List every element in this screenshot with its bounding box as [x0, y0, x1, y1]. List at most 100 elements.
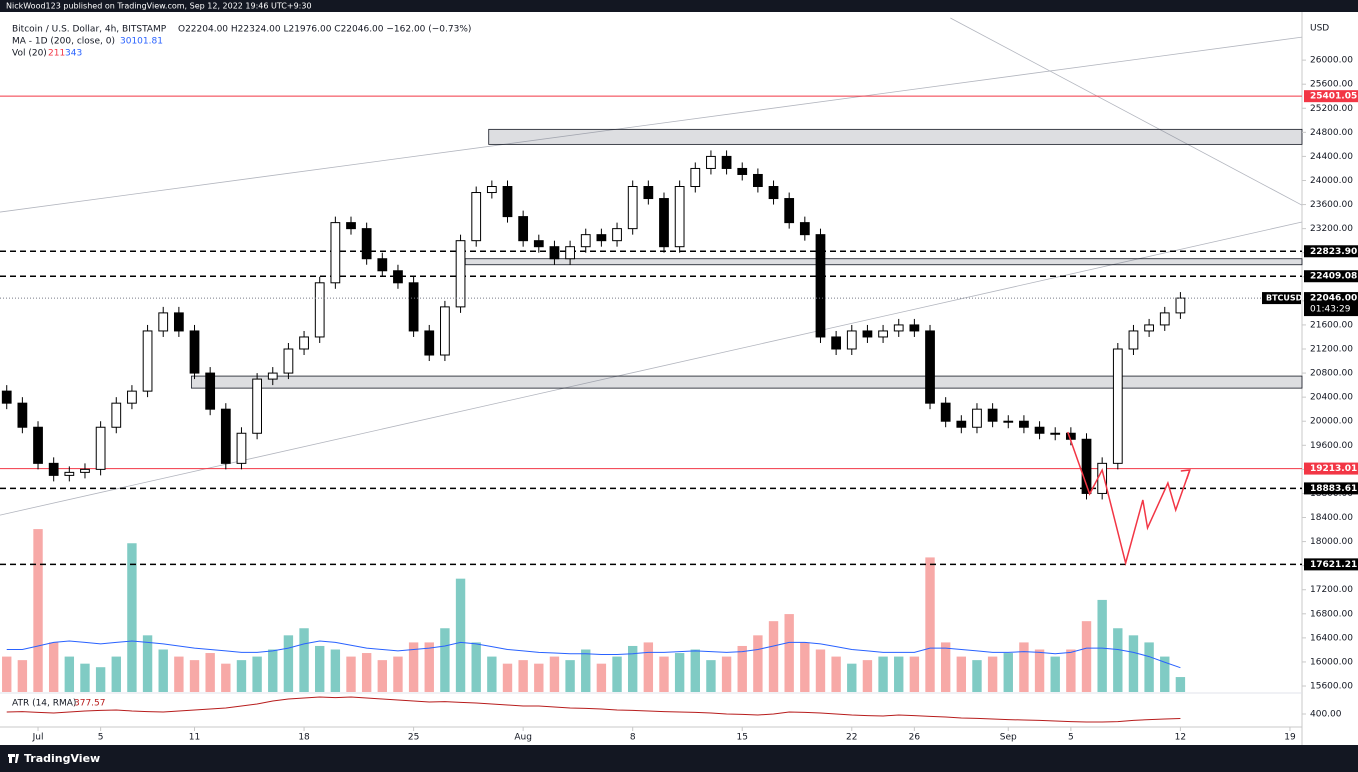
candle-body [127, 390, 137, 404]
candle-body [627, 186, 638, 230]
candle-body [48, 462, 59, 476]
candle-body [189, 330, 200, 374]
volume-bar [925, 557, 935, 692]
volume-bar [1160, 656, 1170, 692]
volume-bar [252, 656, 262, 692]
volume-bar [64, 656, 75, 692]
candle-body [361, 228, 372, 260]
x-tick-label: 18 [298, 733, 310, 743]
candle-body [1034, 426, 1045, 434]
candle-body [1144, 324, 1154, 332]
candle-body [158, 312, 169, 332]
candle-body [940, 402, 951, 422]
last-price-tag [1304, 292, 1358, 317]
volume-bar [189, 660, 200, 692]
candle-body [1081, 438, 1092, 494]
publisher: NickWood123 published on TradingView.com… [6, 2, 312, 11]
volume-bar [690, 649, 700, 692]
candle-body [596, 234, 607, 242]
candle-body [142, 330, 153, 392]
top-bar [0, 0, 1358, 12]
candle-body [549, 246, 560, 260]
ohlc: O22204.00 H22324.00 L21976.00 C22046.00 … [178, 25, 471, 35]
candle-body [95, 426, 106, 470]
volume-bar [800, 642, 810, 692]
volume-bar [2, 656, 12, 692]
candle-body [956, 420, 967, 428]
volume-bar [987, 656, 998, 692]
x-tick-label: 26 [909, 733, 921, 743]
volume-bar [127, 543, 137, 692]
level-label: 25401.05 [1310, 92, 1357, 102]
volume-bar [518, 660, 528, 692]
volume-bar [1113, 628, 1123, 692]
trendline [0, 221, 1303, 516]
y-tick-label: 18400.00 [1310, 513, 1353, 523]
volume-bar [565, 660, 575, 692]
candle-body [330, 222, 341, 284]
candle-body [502, 186, 513, 218]
volume-bar [815, 649, 826, 692]
volume-bar [33, 529, 43, 692]
level-label: 17621.21 [1310, 560, 1357, 570]
volume-bar [283, 635, 294, 692]
candle-body [267, 372, 278, 380]
y-tick-label: 20000.00 [1310, 417, 1353, 427]
candle-body [831, 336, 842, 350]
y-tick-label: 25600.00 [1310, 80, 1353, 90]
level-tag [1304, 558, 1358, 571]
candle-body [878, 330, 888, 338]
y-tick-label: 23600.00 [1310, 200, 1353, 210]
candle-body [987, 408, 998, 422]
volume-bar [221, 663, 231, 692]
vol-value: 211 [48, 49, 65, 59]
trendline [950, 17, 1303, 206]
last-price-label: 22046.00 [1310, 294, 1357, 304]
volume-bar [894, 656, 904, 692]
footer-bar [0, 745, 1358, 772]
y-tick-label: 19600.00 [1310, 441, 1353, 451]
zone [464, 258, 1303, 266]
volume-bar [831, 656, 841, 692]
volume-bar [972, 660, 982, 692]
volume-bar [878, 656, 888, 692]
candle-body [925, 330, 935, 404]
volume-bar [612, 656, 622, 692]
currency: USD [1310, 24, 1329, 34]
candle-body [1128, 330, 1139, 350]
x-tick-label: 8 [630, 733, 636, 743]
volume-bar [268, 649, 278, 692]
candle-body [455, 240, 466, 308]
volume-bar [737, 645, 747, 692]
volume-bar [377, 660, 388, 692]
x-tick-label: 25 [408, 733, 419, 743]
trendline [0, 36, 1303, 213]
logo [8, 754, 19, 763]
volume-bar [487, 656, 497, 692]
x-tick-label: Jul [32, 733, 44, 743]
countdown: 01:43:29 [1310, 305, 1351, 315]
volume-bar [346, 656, 356, 692]
x-tick-label: 5 [98, 733, 104, 743]
candle-body [1050, 432, 1061, 435]
volume-ma [6, 640, 1181, 669]
candle-body [612, 228, 622, 242]
candle-body [314, 282, 325, 338]
candle-body [80, 468, 90, 473]
candle-body [1159, 312, 1170, 326]
candle-body [1175, 297, 1186, 314]
level-tag [1304, 482, 1358, 495]
volume-bar [142, 635, 153, 692]
x-tick-label: 22 [846, 733, 857, 743]
volume-bar [847, 663, 857, 692]
y-tick-label: 21200.00 [1310, 345, 1353, 355]
vol-ma-value: 343 [65, 49, 82, 59]
candle-body [486, 186, 497, 194]
candle-body [33, 426, 43, 464]
volume-bar [80, 663, 90, 692]
candle-body [737, 167, 748, 175]
volume-bar [330, 649, 341, 692]
candle-body [893, 324, 904, 332]
level-tag [1304, 90, 1358, 103]
candle-body [690, 167, 701, 188]
